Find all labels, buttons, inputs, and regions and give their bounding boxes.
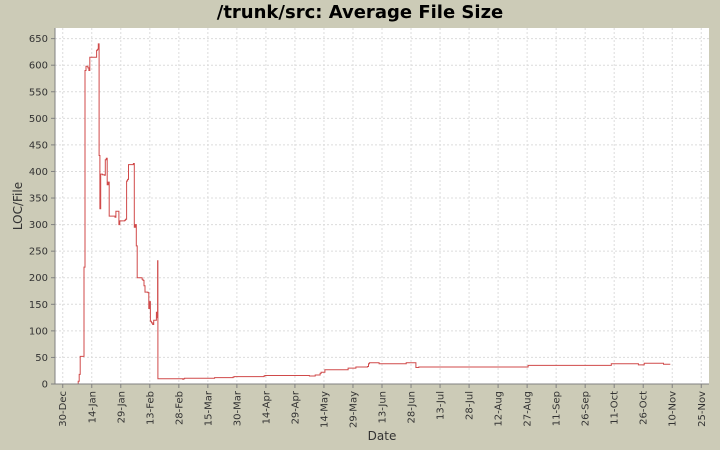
- x-tick-label: 10-Nov: [668, 391, 679, 427]
- x-tick-label: 27-Aug: [523, 391, 534, 427]
- x-tick-label: 12-Aug: [494, 391, 505, 427]
- chart-title: /trunk/src: Average File Size: [217, 2, 504, 23]
- x-axis-ticks: 30-Dec 14-Jan 29-Jan 13-Feb 28-Feb 15-Mar 30-M…: [58, 384, 708, 428]
- x-tick-label: 28-Feb: [174, 391, 185, 425]
- x-tick-label: 14-Jan: [87, 391, 98, 423]
- y-tick-label: 450: [29, 140, 48, 151]
- y-tick-label: 300: [29, 220, 48, 231]
- y-tick-label: 350: [29, 194, 48, 205]
- x-tick-label: 13-Jul: [436, 391, 447, 420]
- x-tick-label: 13-Jun: [378, 391, 389, 424]
- x-axis-label: Date: [368, 429, 397, 443]
- y-axis-label: LOC/File: [11, 182, 25, 230]
- x-tick-label: 14-Apr: [261, 390, 272, 424]
- x-tick-label: 26-Oct: [639, 391, 650, 425]
- gridlines: [55, 28, 709, 385]
- y-tick-label: 0: [42, 380, 48, 391]
- x-tick-label: 14-May: [319, 391, 330, 428]
- y-tick-label: 250: [29, 247, 48, 258]
- y-tick-label: 550: [29, 87, 48, 98]
- y-tick-label: 400: [29, 167, 48, 178]
- y-tick-label: 50: [35, 353, 48, 364]
- x-tick-label: 29-Jan: [116, 391, 127, 423]
- x-tick-label: 11-Sep: [552, 391, 563, 426]
- x-tick-label: 13-Feb: [145, 391, 156, 425]
- x-tick-label: 29-May: [348, 391, 359, 428]
- y-tick-label: 200: [29, 273, 48, 284]
- x-tick-label: 26-Sep: [581, 391, 592, 426]
- series-line: [76, 43, 671, 385]
- y-tick-label: 100: [29, 326, 48, 337]
- y-tick-label: 600: [29, 61, 48, 72]
- x-tick-label: 29-Apr: [290, 390, 301, 424]
- x-tick-label: 11-Oct: [610, 391, 621, 425]
- x-tick-label: 15-Mar: [203, 390, 214, 426]
- y-tick-label: 650: [29, 34, 48, 45]
- x-tick-label: 30-Mar: [232, 390, 243, 426]
- x-tick-label: 28-Jun: [407, 391, 418, 424]
- y-axis-ticks: 0 50 100 150 200 250 300 350 400 450 500 550 600 650: [29, 34, 55, 391]
- x-tick-label: 28-Jul: [465, 391, 476, 420]
- x-tick-label: 30-Dec: [58, 391, 69, 427]
- x-tick-label: 25-Nov: [697, 391, 708, 427]
- y-tick-label: 500: [29, 114, 48, 125]
- y-tick-label: 150: [29, 300, 48, 311]
